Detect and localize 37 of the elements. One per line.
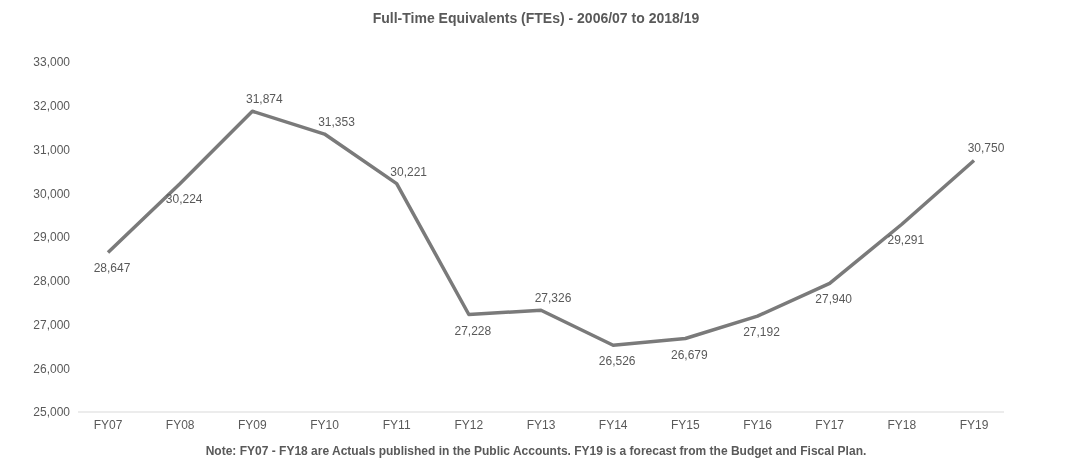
text: Note: FY07 - FY18 are Actuals published in the Public Accounts. FY19 is a forecast from the Budget and Fiscal Plan. — [204, 444, 868, 458]
data-label: 27,228 — [454, 323, 492, 338]
y-tick-label: 32,000 — [33, 99, 71, 114]
data-label: 30,224 — [165, 192, 203, 207]
y-tick-label: 26,000 — [33, 361, 71, 376]
y-tick-label: 28,000 — [33, 274, 71, 289]
data-label: 31,353 — [318, 115, 356, 130]
data-label: 30,221 — [390, 164, 428, 179]
x-tick-label: FY08 — [165, 417, 195, 432]
data-label: 26,526 — [598, 354, 636, 369]
x-tick-label: FY18 — [887, 417, 917, 432]
y-tick-label: 30,000 — [33, 186, 71, 201]
x-tick-label: FY15 — [670, 417, 700, 432]
data-label: 26,679 — [670, 347, 709, 362]
y-tick-label: 33,000 — [33, 55, 71, 70]
data-label: 27,940 — [815, 292, 853, 307]
x-tick-label: FY19 — [959, 417, 989, 432]
x-tick-label: FY14 — [598, 417, 628, 432]
x-tick-label: FY13 — [526, 417, 556, 432]
y-tick-label: 27,000 — [33, 317, 71, 332]
x-tick-label: FY17 — [815, 417, 845, 432]
data-label: 27,192 — [743, 325, 781, 340]
data-label: 29,291 — [887, 233, 925, 248]
x-tick-label: FY16 — [743, 417, 773, 432]
y-tick-label: 31,000 — [33, 142, 71, 157]
y-tick-label: 25,000 — [33, 405, 71, 420]
chart-title: Full-Time Equivalents (FTEs) - 2006/07 to 2018/19 — [371, 9, 701, 28]
data-label: 27,326 — [534, 291, 572, 306]
data-label: 30,750 — [967, 141, 1005, 156]
x-tick-label: FY07 — [93, 417, 123, 432]
data-label: 28,647 — [93, 261, 131, 276]
x-tick-label: FY10 — [310, 417, 340, 432]
x-tick-label: FY09 — [237, 417, 267, 432]
data-label: 31,874 — [245, 92, 284, 107]
x-tick-label: FY11 — [382, 417, 411, 432]
x-tick-label: FY12 — [454, 417, 484, 432]
y-tick-label: 29,000 — [33, 230, 71, 245]
